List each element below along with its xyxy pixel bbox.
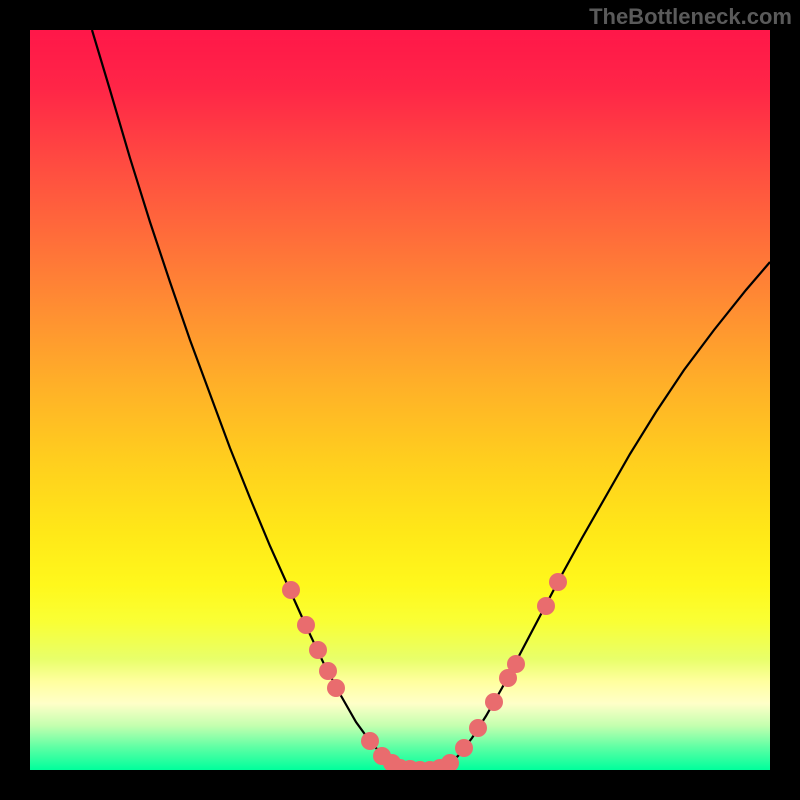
data-marker <box>469 719 487 737</box>
data-marker <box>297 616 315 634</box>
watermark-text: TheBottleneck.com <box>589 4 792 30</box>
data-marker <box>537 597 555 615</box>
data-marker <box>485 693 503 711</box>
data-marker <box>455 739 473 757</box>
chart-svg <box>30 30 770 770</box>
data-marker <box>309 641 327 659</box>
data-marker <box>507 655 525 673</box>
data-marker <box>319 662 337 680</box>
data-marker <box>327 679 345 697</box>
data-marker <box>282 581 300 599</box>
bottleneck-chart <box>30 30 770 770</box>
chart-background <box>30 30 770 770</box>
data-marker <box>549 573 567 591</box>
data-marker <box>361 732 379 750</box>
